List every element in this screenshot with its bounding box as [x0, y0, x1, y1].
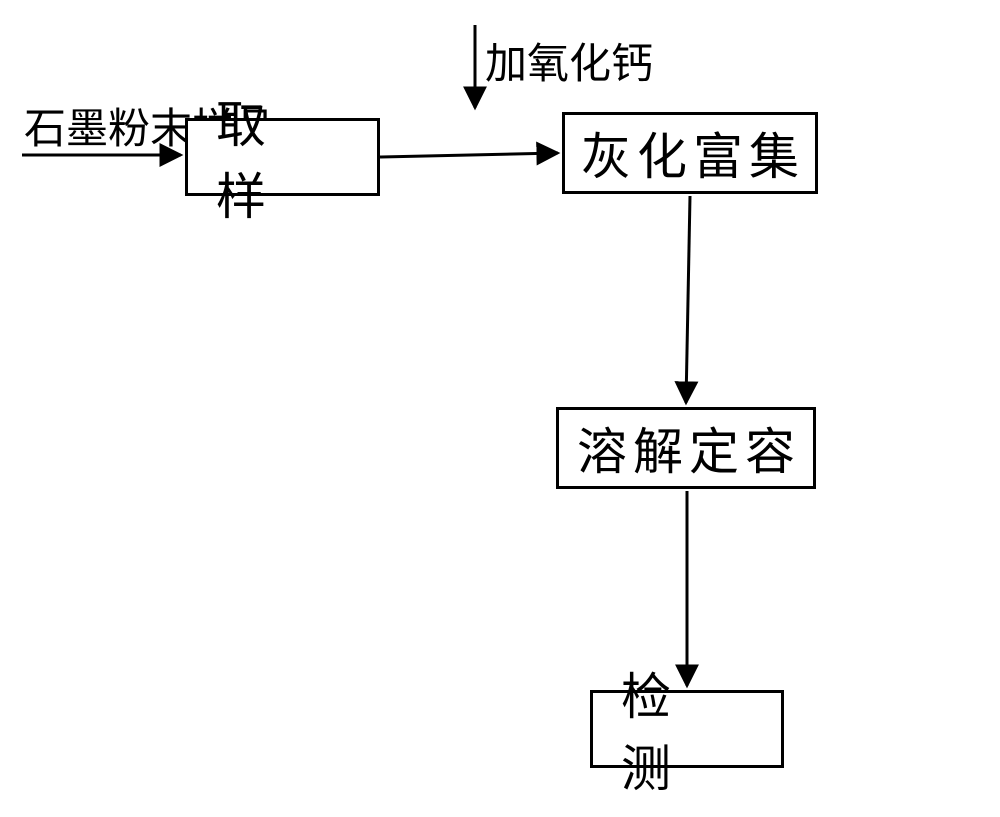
edge-sampling-to-ashing: [380, 153, 558, 157]
node-detect-text: 检 测: [621, 657, 781, 801]
node-sampling: 取 样: [185, 118, 380, 196]
node-dissolve: 溶解定容: [556, 407, 816, 489]
node-ashing-text: 灰化富集: [581, 117, 805, 189]
node-ashing: 灰化富集: [562, 112, 818, 194]
node-detect: 检 测: [590, 690, 784, 768]
node-sampling-text: 取 样: [216, 85, 377, 229]
edge-ashing-to-dissolve: [686, 196, 690, 403]
diagram-canvas: 石墨粉末样品 加氧化钙 取 样 灰化富集 溶解定容 检 测: [0, 0, 1000, 817]
node-dissolve-text: 溶解定容: [577, 412, 801, 484]
label-additive: 加氧化钙: [485, 30, 653, 91]
